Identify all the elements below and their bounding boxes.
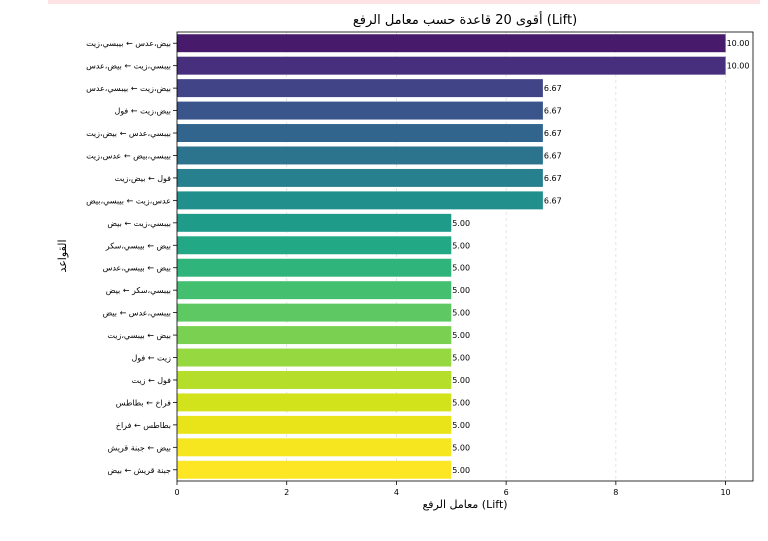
- y-category-label: بيض،عدس ← بيبسي،زيت: [86, 39, 171, 48]
- y-category-label: بيبسي،عدس ← بيض،زيت: [86, 129, 171, 138]
- y-category-label: بيبسي،زيت ← بيض: [107, 219, 171, 228]
- x-tick-label: 4: [394, 488, 399, 497]
- y-category-labels: بيض،عدس ← بيبسي،زيت بيبسي،زيت ← بيض،عدس بي…: [86, 39, 177, 475]
- bar-value-label: 5.00: [452, 354, 470, 363]
- bar: [177, 34, 726, 53]
- bar-value-label: 6.67: [544, 151, 562, 160]
- bar: [177, 236, 452, 255]
- bar: [177, 168, 543, 187]
- bar: [177, 56, 726, 75]
- bar: [177, 348, 452, 367]
- bar-value-label: 6.67: [544, 129, 562, 138]
- y-category-label: عدس،زيت ← بيبسي،بيض: [86, 196, 171, 205]
- bar-value-label: 5.00: [452, 398, 470, 407]
- bar: [177, 79, 543, 98]
- bar-value-label: 5.00: [452, 443, 470, 452]
- bar-value-label: 5.00: [452, 241, 470, 250]
- bar-value-label: 5.00: [452, 286, 470, 295]
- y-category-label: بيض،زيت ← فول: [114, 107, 171, 116]
- bar-value-label: 5.00: [452, 421, 470, 430]
- bar: [177, 124, 543, 143]
- y-category-label: جبنة قريش ← بيض: [108, 466, 172, 475]
- x-axis-label: معامل الرفع (Lift): [422, 498, 507, 511]
- y-category-label: بيض ← بيبسي،زيت: [107, 331, 171, 340]
- bar-value-label: 5.00: [452, 309, 470, 318]
- bar: [177, 460, 452, 479]
- bar: [177, 213, 452, 232]
- bar-value-label: 5.00: [452, 219, 470, 228]
- bar: [177, 146, 543, 165]
- bar-value-label: 6.67: [544, 107, 562, 116]
- y-category-label: بيض ← بيبسي،سكر: [105, 241, 171, 250]
- bar-value-label: 5.00: [452, 466, 470, 475]
- bar-value-label: 10.00: [727, 39, 750, 48]
- y-category-label: بيض ← بيبسي،عدس: [103, 264, 171, 273]
- y-category-label: بيض،زيت ← بيبسي،عدس: [86, 84, 171, 93]
- x-tick-label: 6: [504, 488, 509, 497]
- bar: [177, 393, 452, 412]
- y-category-label: فول ← زيت: [131, 376, 171, 385]
- bar: [177, 438, 452, 457]
- bar: [177, 281, 452, 300]
- bar-value-label: 6.67: [544, 196, 562, 205]
- top-strip: [48, 0, 760, 4]
- bar-value-label: 5.00: [452, 331, 470, 340]
- y-category-label: بيبسي،زيت ← بيض،عدس: [86, 62, 171, 71]
- y-category-label: بيبسي،بيض ← عدس،زيت: [86, 151, 171, 160]
- bar-value-label: 6.67: [544, 84, 562, 93]
- bar: [177, 415, 452, 434]
- y-category-label: فول ← بيض،زيت: [114, 174, 171, 183]
- x-tick-label: 8: [613, 488, 618, 497]
- x-axis-ticks: 0 2 4 6 8 10: [174, 481, 731, 497]
- bar-value-label: 5.00: [452, 264, 470, 273]
- y-category-label: بيض ← جبنة قريش: [108, 443, 172, 452]
- y-category-label: بطاطس ← فراخ: [116, 421, 171, 430]
- x-tick-label: 2: [284, 488, 289, 497]
- bar: [177, 326, 452, 345]
- bar: [177, 101, 543, 120]
- bar-value-label: 10.00: [727, 62, 750, 71]
- bar-value-label: 5.00: [452, 376, 470, 385]
- bar: [177, 303, 452, 322]
- bar: [177, 191, 543, 210]
- bar: [177, 370, 452, 389]
- value-labels: 10.00 10.00 6.67 6.67 6.67 6.67 6.67 6.67 5.00 5.…: [452, 39, 749, 475]
- y-category-label: فراخ ← بطاطس: [116, 398, 171, 407]
- y-category-label: بيبسي،عدس ← بيض: [103, 309, 171, 318]
- y-category-label: زيت ← فول: [131, 354, 171, 363]
- y-axis-label: القواعد: [56, 239, 69, 272]
- grid-lines: [176, 32, 726, 481]
- bar: [177, 258, 452, 277]
- bars: [177, 34, 726, 479]
- chart-title: أقوى 20 قاعدة حسب معامل الرفع (Lift): [353, 11, 577, 28]
- x-tick-label: 0: [174, 488, 179, 497]
- plot-frame: [176, 31, 754, 482]
- y-category-label: بيبسي،سكر ← بيض: [106, 286, 171, 295]
- bar-value-label: 6.67: [544, 174, 562, 183]
- x-tick-label: 10: [720, 488, 730, 497]
